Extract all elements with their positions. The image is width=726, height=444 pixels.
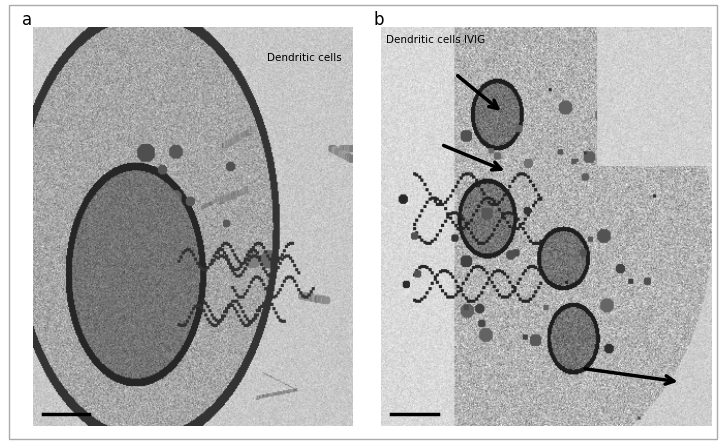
Text: a: a (22, 11, 32, 29)
Text: b: b (374, 11, 384, 29)
Text: Dendritic cells: Dendritic cells (267, 53, 342, 63)
Text: Dendritic cells IVIG: Dendritic cells IVIG (386, 35, 486, 45)
